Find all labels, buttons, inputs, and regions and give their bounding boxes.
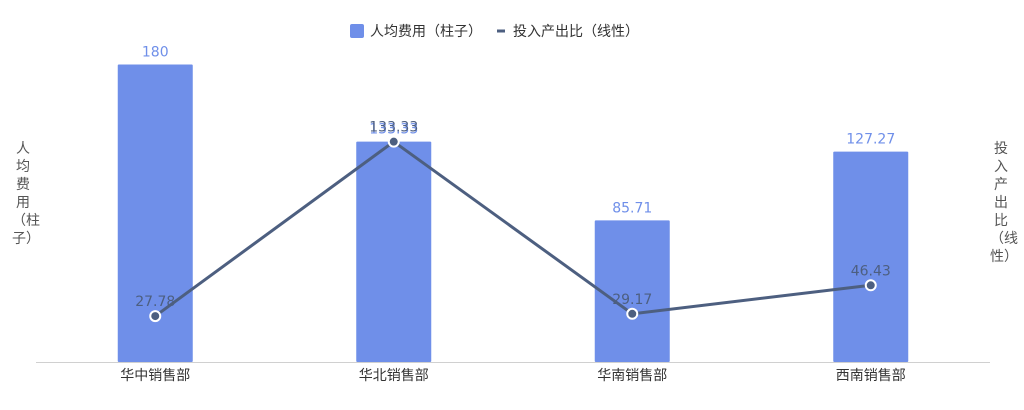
- line-value-label: 133.33: [369, 120, 418, 136]
- legend-swatch-bar[interactable]: [350, 24, 364, 38]
- line-value-label: 29.17: [612, 292, 652, 308]
- line-point[interactable]: [387, 135, 400, 148]
- x-tick-label: 华中销售部: [120, 368, 190, 384]
- bar-value-label: 127.27: [846, 132, 895, 148]
- bar[interactable]: [594, 220, 670, 362]
- x-tick-label: 华北销售部: [359, 368, 429, 384]
- line-point[interactable]: [626, 307, 639, 320]
- line-series: [149, 135, 877, 323]
- bar-value-label: 180: [142, 45, 169, 61]
- bar-series: [117, 64, 909, 363]
- x-tick-labels: 华中销售部 华北销售部 华南销售部 西南销售部: [120, 368, 906, 384]
- bar-value-label: 85.71: [612, 200, 652, 216]
- line-value-label: 27.78: [135, 294, 175, 310]
- line-point[interactable]: [149, 310, 162, 323]
- x-tick-label: 华南销售部: [597, 368, 667, 384]
- x-tick-label: 西南销售部: [836, 368, 906, 384]
- bar[interactable]: [117, 64, 193, 363]
- line-path: [154, 140, 871, 318]
- line-labels: 27.78 133.33 29.17 46.43: [135, 120, 891, 310]
- y-axis-title-left: 人均费用（柱子）: [12, 141, 40, 247]
- bar[interactable]: [356, 141, 432, 362]
- bar-value-label: 133.33: [369, 122, 418, 138]
- legend[interactable]: 人均费用（柱子） 投入产出比（线性）: [350, 24, 639, 40]
- legend-label-bar[interactable]: 人均费用（柱子）: [370, 24, 482, 40]
- legend-label-line[interactable]: 投入产出比（线性）: [513, 24, 639, 40]
- bar[interactable]: [833, 151, 909, 362]
- bar-labels: 180 133.33 85.71 127.27: [142, 45, 895, 217]
- y-axis-title-right: 投入产出比（线性）: [990, 141, 1018, 265]
- line-point[interactable]: [864, 279, 877, 292]
- line-value-label: 46.43: [851, 263, 891, 279]
